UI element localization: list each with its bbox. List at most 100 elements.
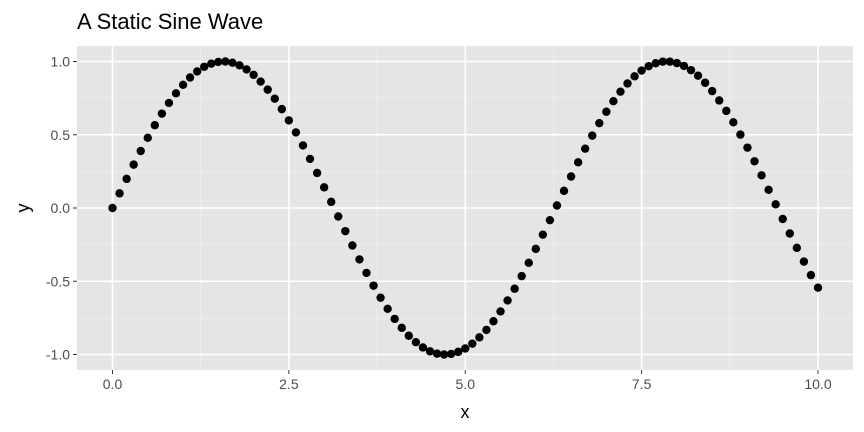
data-point (651, 59, 660, 68)
data-point (256, 77, 265, 86)
data-point (588, 131, 597, 140)
data-point (235, 61, 244, 70)
data-point (799, 257, 809, 266)
data-point (418, 343, 428, 352)
data-point (305, 154, 315, 164)
data-point (510, 284, 519, 293)
data-point (355, 255, 364, 264)
data-point (503, 296, 512, 305)
data-point (580, 144, 590, 153)
data-point (468, 339, 477, 348)
data-point (693, 71, 703, 80)
data-point (164, 98, 174, 108)
data-point (334, 212, 343, 221)
data-point (207, 59, 216, 68)
data-point (115, 189, 124, 198)
data-point (383, 304, 392, 313)
data-point (312, 168, 322, 178)
data-point (327, 197, 336, 207)
data-point (785, 229, 794, 238)
x-tick-label: 5.0 (456, 376, 476, 392)
y-tick-label: 0.0 (51, 200, 71, 216)
data-point (750, 157, 759, 166)
data-point (658, 57, 667, 66)
data-point (722, 106, 731, 116)
data-point (778, 214, 787, 224)
data-point (369, 281, 378, 290)
data-point (517, 271, 526, 281)
data-point (221, 57, 230, 66)
y-axis-title: y (13, 204, 33, 213)
data-point (390, 314, 399, 324)
data-point (291, 128, 301, 137)
data-point (143, 133, 152, 143)
data-point (263, 85, 272, 94)
data-point (524, 258, 533, 267)
data-point (277, 104, 287, 114)
data-point (214, 57, 223, 67)
data-point (715, 96, 724, 105)
data-point (348, 241, 357, 250)
data-point (679, 61, 689, 71)
data-point (559, 186, 569, 196)
major-gridlines (77, 46, 853, 370)
data-point (178, 80, 188, 89)
data-point (432, 349, 442, 358)
data-point (757, 171, 766, 180)
y-tick-label: -1.0 (46, 347, 70, 363)
data-point (771, 200, 780, 209)
y-tick-label: -0.5 (46, 273, 70, 289)
data-point (489, 317, 498, 326)
data-point (630, 72, 639, 81)
data-point (122, 174, 131, 184)
data-point (404, 331, 414, 340)
data-point (200, 62, 209, 71)
data-point (602, 107, 611, 116)
data-points (108, 57, 823, 359)
data-point (249, 70, 258, 80)
x-tick-label: 7.5 (632, 376, 652, 392)
chart-title: A Static Sine Wave (77, 9, 263, 34)
y-tick-label: 1.0 (51, 54, 71, 70)
data-point (453, 347, 463, 357)
data-point (623, 79, 632, 88)
data-point (298, 141, 308, 150)
data-point (397, 323, 406, 333)
data-point (531, 244, 540, 254)
data-point (284, 116, 294, 125)
data-point (157, 109, 167, 118)
x-tick-label: 2.5 (279, 376, 299, 392)
data-point (362, 268, 371, 278)
x-tick-label: 0.0 (103, 376, 123, 392)
data-point (496, 307, 505, 316)
x-tick-label: 10.0 (804, 376, 831, 392)
y-axis: -1.0 -0.5 0.0 0.5 1.0 (46, 54, 77, 363)
data-point (665, 57, 675, 66)
data-point (672, 58, 682, 68)
data-point (425, 347, 435, 356)
data-point (700, 78, 710, 87)
data-point (686, 65, 696, 75)
data-point (609, 97, 618, 106)
data-point (538, 230, 548, 239)
data-point (185, 73, 195, 82)
data-point (792, 243, 802, 253)
data-point (228, 58, 237, 67)
data-point (446, 349, 456, 359)
data-point (637, 66, 646, 75)
x-axis: 0.0 2.5 5.0 7.5 10.0 (103, 370, 832, 392)
data-point (376, 293, 385, 302)
data-point (707, 86, 717, 96)
data-point (595, 118, 604, 128)
data-point (150, 121, 160, 130)
data-point (806, 270, 816, 280)
data-point (764, 185, 773, 195)
data-point (242, 65, 251, 74)
data-point (411, 337, 421, 347)
x-axis-title: x (461, 402, 470, 422)
data-point (743, 143, 752, 152)
data-point (171, 89, 181, 98)
data-point (129, 160, 138, 169)
data-point (616, 87, 625, 96)
